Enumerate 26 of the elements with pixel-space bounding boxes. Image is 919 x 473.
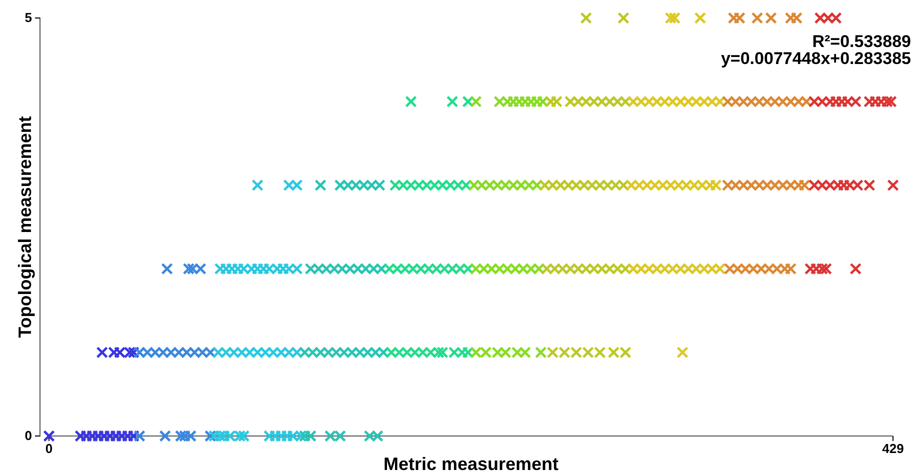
point — [668, 12, 681, 24]
x-axis-title: Metric measurement — [383, 454, 559, 473]
point — [694, 12, 706, 24]
point — [580, 12, 592, 24]
annotation: y=0.0077448x+0.283385 — [720, 49, 911, 68]
y-tick-label: 5 — [24, 10, 32, 26]
point — [446, 96, 458, 108]
point — [676, 346, 688, 358]
point — [534, 346, 547, 358]
point — [159, 430, 171, 442]
x-tick-label: 429 — [882, 441, 904, 456]
annotation: R²=0.533889 — [812, 32, 911, 51]
point — [470, 96, 482, 108]
point — [664, 12, 677, 24]
point — [314, 179, 326, 192]
point — [618, 12, 630, 24]
point — [850, 262, 862, 275]
point — [462, 96, 474, 108]
point — [161, 262, 173, 275]
point — [43, 430, 55, 442]
point — [887, 179, 899, 192]
point — [252, 179, 264, 192]
point — [405, 96, 417, 108]
point — [134, 430, 146, 442]
point — [204, 430, 216, 442]
y-axis-title: Topological measurement — [15, 116, 35, 338]
